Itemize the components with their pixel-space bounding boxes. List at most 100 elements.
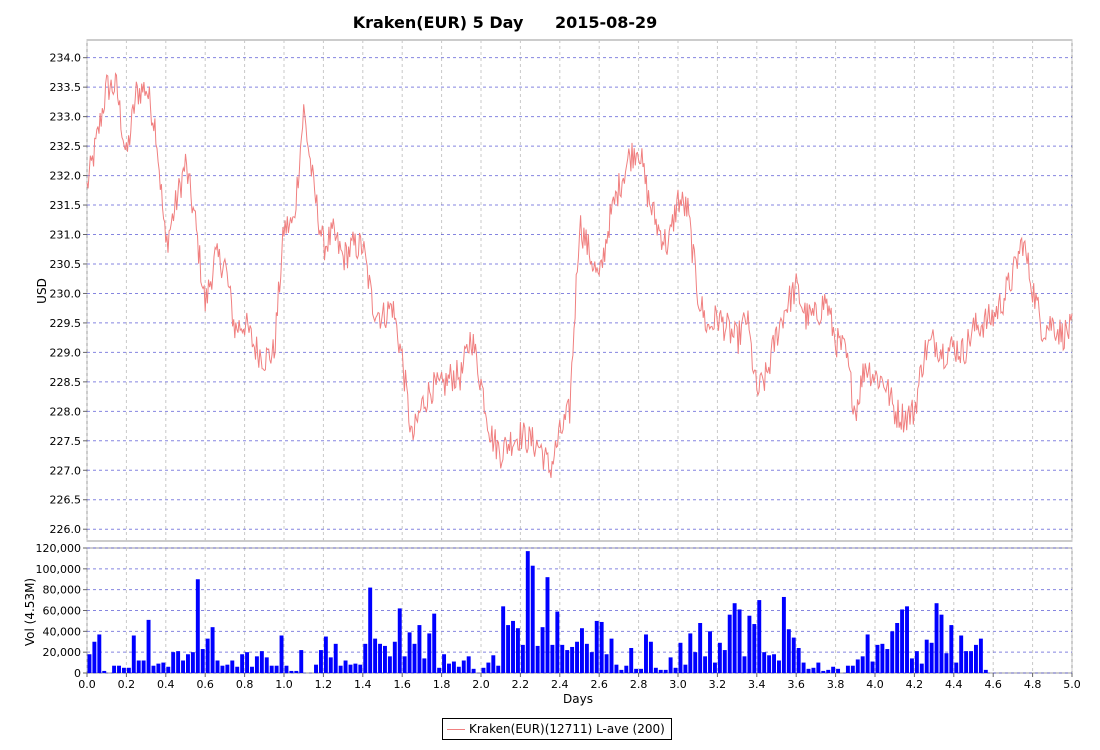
volume-bar <box>683 664 688 673</box>
volume-bar <box>466 656 471 673</box>
x-tick-label: 1.4 <box>354 678 372 691</box>
volume-bar <box>796 648 801 673</box>
volume-bar <box>954 662 959 673</box>
price-y-tick-label: 231.0 <box>50 229 82 242</box>
volume-bar <box>491 655 496 673</box>
volume-bar <box>378 643 382 673</box>
volume-bar <box>944 653 949 673</box>
price-y-tick-label: 229.0 <box>50 346 82 359</box>
x-tick-label: 4.2 <box>906 678 924 691</box>
volume-bar <box>806 668 811 673</box>
volume-bar <box>486 662 491 673</box>
volume-bar <box>964 651 969 673</box>
volume-bar <box>545 577 550 673</box>
volume-bar <box>634 668 639 673</box>
price-y-tick-label: 228.5 <box>50 376 82 389</box>
x-tick-label: 1.6 <box>393 678 411 691</box>
volume-bar <box>363 643 368 673</box>
volume-y-tick-label: 40,000 <box>43 625 82 638</box>
volume-bar <box>161 662 166 673</box>
volume-bar <box>210 627 215 673</box>
volume-bar <box>786 629 791 673</box>
volume-bar <box>614 664 619 673</box>
price-plot-area <box>86 39 1073 542</box>
volume-bar <box>565 650 570 673</box>
price-y-tick-label: 232.0 <box>50 170 82 183</box>
volume-bar <box>166 666 171 673</box>
volume-bar <box>176 651 181 673</box>
chart-title-name: Kraken(EUR) 5 Day <box>353 13 524 32</box>
volume-bar <box>447 663 451 673</box>
volume-bar <box>767 655 772 673</box>
volume-bar <box>348 664 353 673</box>
volume-bar <box>102 670 107 673</box>
volume-bar <box>737 609 742 673</box>
volume-bar <box>831 666 836 673</box>
x-tick-label: 3.4 <box>748 678 766 691</box>
volume-bar <box>909 658 914 673</box>
volume-bar <box>333 643 338 673</box>
price-y-tick-label: 230.0 <box>50 287 82 300</box>
volume-bar <box>461 660 466 673</box>
volume-bar <box>511 620 515 673</box>
price-y-tick-label: 227.5 <box>50 435 82 448</box>
x-tick-label: 0.4 <box>157 678 175 691</box>
x-tick-label: 0.2 <box>118 678 136 691</box>
volume-bar <box>648 641 653 673</box>
volume-bar <box>97 634 102 673</box>
volume-bar <box>392 641 397 673</box>
volume-bar <box>181 660 185 673</box>
volume-bar <box>929 642 934 673</box>
volume-bar <box>959 635 964 673</box>
volume-y-tick-label: 80,000 <box>43 584 82 597</box>
price-y-tick-label: 230.5 <box>50 258 82 271</box>
volume-bar <box>604 654 609 673</box>
volume-y-tick-label: 100,000 <box>36 563 82 576</box>
volume-bar <box>900 609 905 673</box>
x-tick-label: 4.6 <box>984 678 1002 691</box>
volume-bar <box>791 637 796 673</box>
x-tick-label: 1.2 <box>315 678 333 691</box>
volume-bar <box>663 669 668 673</box>
volume-bar <box>781 596 786 673</box>
volume-bar <box>890 631 895 673</box>
volume-bar <box>865 634 870 673</box>
volume-bar <box>978 638 983 673</box>
volume-bar <box>338 665 343 673</box>
volume-bar <box>92 641 97 673</box>
volume-bar <box>530 565 535 673</box>
volume-bar <box>264 657 269 673</box>
volume-bar <box>653 667 658 673</box>
volume-bar <box>126 667 131 673</box>
volume-bar <box>235 666 240 673</box>
volume-bar <box>269 665 274 673</box>
volume-bar <box>811 667 816 673</box>
volume-bar <box>855 659 860 673</box>
volume-bar <box>215 660 220 673</box>
volume-bar <box>294 670 299 673</box>
volume-y-tick-label: 120,000 <box>36 542 82 555</box>
volume-bar <box>205 638 210 673</box>
volume-bar <box>752 624 757 673</box>
volume-bar <box>186 654 190 673</box>
volume-bar <box>821 670 826 673</box>
volume-bar <box>299 650 304 673</box>
volume-bar <box>225 664 230 673</box>
volume-y-tick-label: 60,000 <box>43 605 82 618</box>
volume-bar <box>698 623 703 673</box>
volume-bar <box>195 579 200 673</box>
volume-bar <box>594 620 599 673</box>
volume-bar <box>496 665 501 673</box>
volume-y-tick-label: 0 <box>74 667 81 680</box>
volume-bar <box>506 625 511 673</box>
volume-bar <box>407 632 412 673</box>
chart-legend: Kraken(EUR)(12711) L-ave (200) <box>442 718 672 740</box>
volume-bar <box>131 635 136 673</box>
x-tick-label: 2.2 <box>512 678 530 691</box>
volume-bar <box>619 669 624 673</box>
volume-bar <box>343 660 348 673</box>
volume-bar <box>732 603 737 673</box>
volume-bar <box>914 651 919 673</box>
volume-bar <box>644 634 648 673</box>
